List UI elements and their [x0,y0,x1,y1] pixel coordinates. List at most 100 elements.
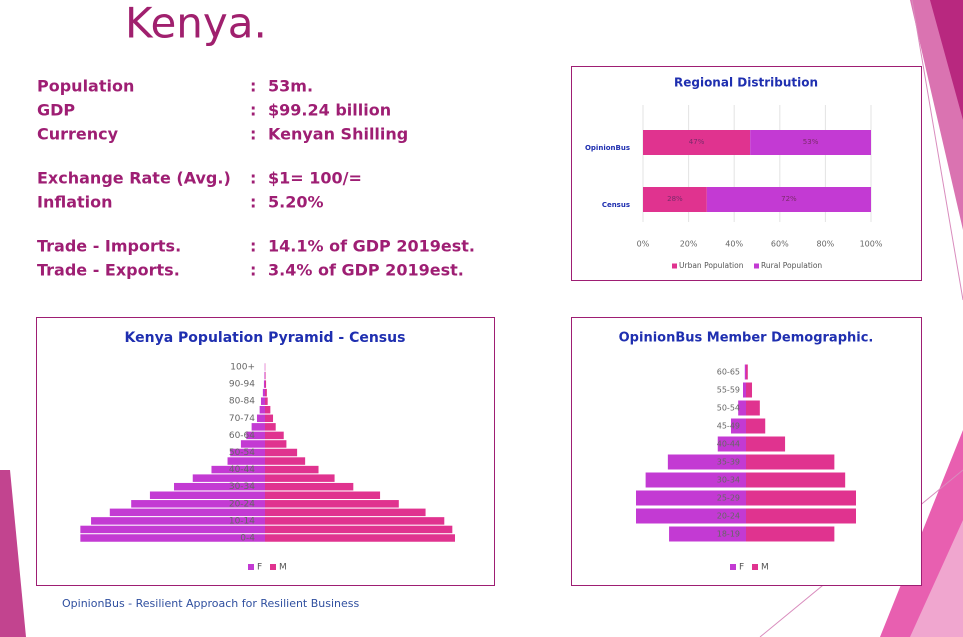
bar [746,436,786,452]
fact-separator: : [250,169,256,188]
bar [259,406,265,414]
fact-separator: : [250,261,256,280]
legend-label: F [739,563,744,573]
category-label: 0-4 [240,534,255,544]
legend-swatch [672,263,677,269]
bar-segment [706,187,871,212]
value-label: 47% [689,138,705,146]
fact-separator: : [250,193,256,212]
category-label: 60-65 [717,368,740,377]
bar [645,472,746,488]
bar [246,431,265,440]
category-label: Census [602,201,630,209]
fact-value: 3.4% of GDP 2019est. [268,261,464,280]
bar-segment [643,187,707,212]
category-label: OpinionBus [585,144,630,152]
bar [636,490,746,506]
bar [240,440,265,448]
bar [742,382,746,398]
chart-title: Regional Distribution [674,76,818,90]
bar [265,465,319,474]
bar [80,534,265,542]
category-label: 45-49 [717,422,740,431]
legend-label: F [257,563,262,573]
fact-separator: : [250,237,256,256]
fact-value: $1= 100/= [268,169,362,188]
bar [730,418,746,434]
bar [230,448,265,457]
footer: OpinionBus - Resilient Approach for Resi… [62,597,360,610]
x-tick-label: 0% [637,240,650,249]
bar [265,482,354,491]
bar [263,380,265,388]
value-label: 72% [781,195,797,203]
bar [262,388,265,397]
chart-frame [571,66,922,281]
category-label: 90-94 [229,380,255,390]
bar [746,400,760,416]
bar [746,472,846,488]
bar [265,397,268,405]
bar [265,500,399,508]
bar [746,454,835,470]
slide-title: Kenya. [125,0,267,48]
legend-swatch [730,564,736,570]
fact-label: Exchange Rate (Avg.) [37,169,231,188]
value-label: 53% [803,138,819,146]
bar [265,457,306,465]
chart-title: OpinionBus Member Demographic. [619,331,874,346]
bar [746,490,856,506]
fact-label: Currency [37,125,119,144]
bar [174,482,265,491]
fact-value: Kenyan Shilling [268,125,408,144]
bar [251,423,265,431]
bar [717,436,746,452]
bar [109,508,266,517]
category-label: 60-64 [229,431,255,441]
bar [746,364,748,380]
fact-separator: : [250,125,256,144]
bar [227,457,265,465]
bar [149,491,265,499]
category-label: 100+ [230,363,255,373]
category-label: 20-24 [229,499,255,509]
bar-segment [643,130,751,155]
bar [669,526,746,542]
legend-swatch [270,564,276,570]
fact-label: Trade - Imports. [37,237,181,256]
x-tick-label: 60% [771,240,789,249]
value-label: 28% [667,195,683,203]
decor [930,0,963,120]
fact-label: Trade - Exports. [37,261,180,280]
fact-value: 14.1% of GDP 2019est. [268,237,475,256]
decor [911,0,963,301]
decor [0,470,26,637]
fact-separator: : [250,77,256,96]
x-tick-label: 40% [725,240,743,249]
fact-separator: : [250,101,256,120]
category-label: 18-19 [717,530,740,539]
bar [667,454,746,470]
fact-label: Inflation [37,193,113,212]
fact-label: GDP [37,101,75,120]
bar [211,465,265,474]
bar [265,448,298,457]
bar [746,382,753,398]
bar [265,440,287,448]
bar [265,508,426,517]
legend-swatch [248,564,254,570]
bar [265,525,453,534]
x-tick-label: 80% [817,240,835,249]
fact-label: Population [37,77,134,96]
fact-value: 53m. [268,77,313,96]
bar [746,418,766,434]
bar [265,491,381,499]
bar [192,474,265,482]
bar [265,474,335,482]
category-label: 50-54 [229,448,255,458]
fact-value: 5.20% [268,193,324,212]
bar [265,371,266,380]
category-label: 10-14 [229,516,255,526]
bar [80,525,265,534]
